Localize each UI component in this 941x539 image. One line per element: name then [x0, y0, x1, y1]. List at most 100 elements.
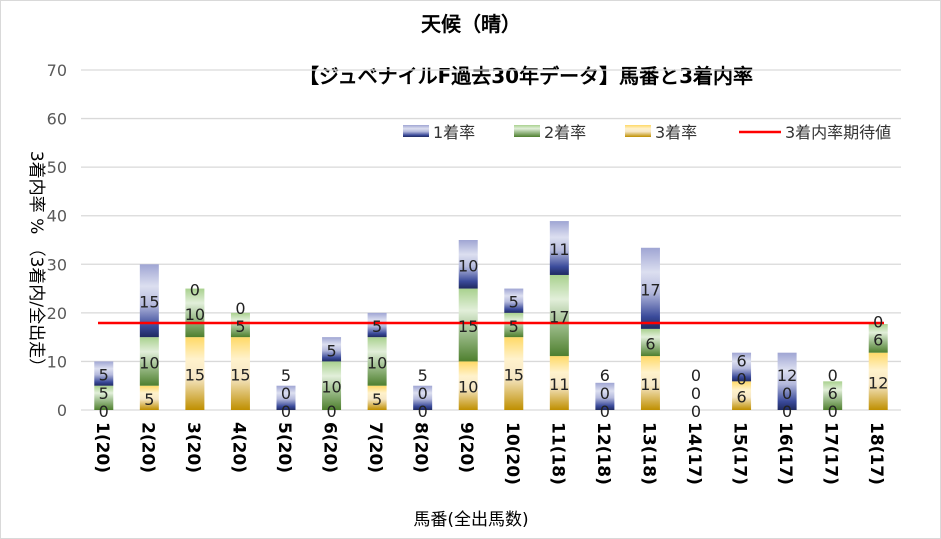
data-label: 15	[230, 366, 250, 385]
data-label: 5	[326, 341, 336, 360]
y-tick-label: 70	[47, 61, 67, 80]
x-tick-label: 16(17)	[775, 422, 795, 485]
bar-segment-3rd	[367, 385, 387, 410]
data-label: 0	[873, 312, 883, 331]
bar-segment-2nd	[823, 381, 843, 410]
data-label: 15	[504, 366, 524, 385]
legend-swatch	[403, 125, 429, 137]
x-tick-label: 11(18)	[547, 422, 567, 485]
bar-segment-3rd	[640, 356, 660, 410]
bar-segment-1st	[413, 385, 433, 410]
data-label: 15	[458, 317, 478, 336]
legend-label: 3着内率期待値	[785, 123, 891, 142]
data-label: 5	[99, 366, 109, 385]
bar-segment-1st	[94, 361, 114, 386]
data-label: 6	[600, 366, 610, 385]
bar-segment-3rd	[504, 337, 524, 410]
data-label: 0	[691, 384, 701, 403]
x-tick-label: 17(17)	[821, 422, 841, 485]
bar-segment-2nd	[322, 361, 342, 410]
data-label: 10	[367, 353, 387, 372]
y-tick-label: 60	[47, 110, 67, 129]
data-label: 6	[645, 334, 655, 353]
y-tick-label: 10	[47, 352, 67, 371]
x-tick-label: 8(20)	[411, 422, 431, 473]
data-label: 0	[782, 402, 792, 421]
data-label: 5	[509, 317, 519, 336]
bar-segment-1st	[367, 312, 387, 338]
bar-segment-1st	[276, 385, 296, 410]
data-label: 5	[509, 293, 519, 312]
bar-segment-3rd	[230, 337, 250, 410]
legend-label: 1着率	[433, 123, 475, 142]
data-label: 0	[600, 402, 610, 421]
data-label: 5	[418, 366, 428, 385]
bar-segment-1st	[640, 247, 660, 329]
data-label: 0	[600, 384, 610, 403]
data-label: 0	[190, 281, 200, 300]
legend: 1着率 2着率 3着率 3着内率期待値	[403, 123, 891, 142]
x-tick-label: 5(20)	[274, 422, 294, 473]
data-label: 5	[235, 317, 245, 336]
data-label: 17	[640, 280, 660, 299]
y-tick-label: 0	[57, 401, 67, 420]
x-tick-label: 10(20)	[502, 422, 522, 485]
data-label: 0	[736, 370, 746, 389]
x-tick-label: 14(17)	[684, 422, 704, 485]
data-label: 0	[326, 402, 336, 421]
data-label: 0	[828, 366, 838, 385]
data-label: 0	[281, 384, 291, 403]
x-tick-label: 15(17)	[730, 422, 750, 485]
data-label: 0	[691, 402, 701, 421]
data-label: 11	[640, 375, 660, 394]
data-label: 0	[99, 402, 109, 421]
x-tick-label: 1(20)	[92, 422, 112, 473]
data-label: 10	[185, 305, 205, 324]
bar-segment-3rd	[549, 356, 569, 410]
bar-segment-1st	[322, 337, 342, 362]
data-label: 6	[873, 330, 883, 349]
data-label: 11	[549, 375, 569, 394]
bar-segment-2nd	[94, 385, 114, 410]
x-tick-label: 13(18)	[638, 422, 658, 485]
bar-segment-2nd	[185, 288, 205, 338]
data-label: 6	[736, 352, 746, 371]
data-label: 10	[458, 378, 478, 397]
y-axis-label: 3着内率 % （3着内/全出走）	[26, 151, 46, 375]
data-label: 12	[868, 373, 888, 392]
x-axis-label: 馬番(全出馬数)	[413, 510, 528, 530]
legend-swatch	[625, 125, 651, 137]
bar-segment-1st	[595, 382, 615, 410]
x-tick-label: 12(18)	[593, 422, 613, 485]
bar-segment-1st	[139, 264, 159, 338]
data-label: 10	[458, 256, 478, 275]
data-label: 5	[144, 390, 154, 409]
y-tick-label: 40	[47, 207, 67, 226]
legend-label: 3着率	[655, 123, 697, 142]
bar-segment-1st	[458, 240, 478, 289]
bar-segment-2nd	[504, 312, 524, 338]
bar-segment-1st	[549, 221, 569, 275]
bar-segment-2nd	[458, 288, 478, 362]
x-tick-label: 2(20)	[137, 422, 157, 473]
x-tick-label: 7(20)	[365, 422, 385, 473]
bar-segment-2nd	[367, 337, 387, 386]
data-label: 6	[736, 388, 746, 407]
bar-segment-3rd	[868, 352, 888, 410]
bar-segment-2nd	[139, 337, 159, 386]
data-label: 0	[691, 366, 701, 385]
data-label: 5	[281, 366, 291, 385]
x-tick-label: 18(17)	[866, 422, 886, 485]
data-label: 0	[281, 402, 291, 421]
bar-segment-3rd	[139, 385, 159, 410]
data-label: 5	[372, 390, 382, 409]
data-label: 6	[828, 384, 838, 403]
data-label: 10	[321, 378, 341, 397]
bar-segment-2nd	[868, 324, 888, 353]
chart-title: 天候（晴）	[421, 12, 521, 36]
x-tick-label: 4(20)	[228, 422, 248, 473]
data-label: 0	[418, 402, 428, 421]
data-label: 5	[372, 317, 382, 336]
data-label: 0	[418, 384, 428, 403]
